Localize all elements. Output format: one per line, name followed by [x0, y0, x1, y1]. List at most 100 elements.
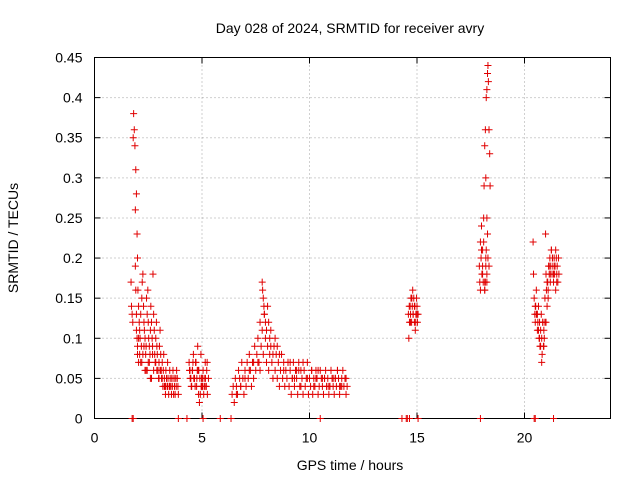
data-point	[150, 310, 158, 318]
data-point	[483, 214, 491, 222]
plot-frame	[94, 57, 611, 419]
data-point	[140, 326, 148, 334]
data-point	[405, 334, 413, 342]
data-point	[480, 238, 488, 246]
data-point	[531, 302, 539, 310]
y-tick-label: 0.05	[55, 370, 82, 386]
data-point	[333, 366, 341, 374]
data-point	[144, 358, 152, 366]
data-point	[155, 342, 163, 350]
data-point	[316, 415, 324, 422]
data-point	[542, 230, 550, 238]
data-point	[413, 310, 421, 318]
data-point	[241, 374, 249, 382]
data-point	[197, 382, 205, 390]
data-point	[232, 390, 240, 398]
data-point	[174, 415, 182, 422]
data-point	[287, 390, 295, 398]
data-point	[132, 286, 140, 294]
data-point	[536, 334, 544, 342]
data-point	[314, 366, 322, 374]
data-point	[147, 302, 155, 310]
y-tick-label: 0.1	[63, 330, 83, 346]
chart-title: Day 028 of 2024, SRMTID for receiver avr…	[216, 20, 484, 36]
data-point	[483, 86, 491, 94]
data-point	[321, 374, 329, 382]
data-point	[338, 382, 346, 390]
data-point	[273, 342, 281, 350]
x-tick-label: 0	[91, 430, 99, 446]
data-point	[325, 382, 333, 390]
data-point	[245, 366, 253, 374]
data-point	[203, 366, 211, 374]
data-point	[154, 366, 162, 374]
data-point	[160, 350, 168, 358]
data-point	[174, 382, 182, 390]
data-point	[265, 318, 273, 326]
data-point	[550, 415, 558, 422]
data-point	[532, 286, 540, 294]
data-point	[414, 415, 422, 422]
data-point	[237, 382, 245, 390]
data-point	[256, 366, 264, 374]
data-point	[194, 342, 202, 350]
data-point	[303, 374, 311, 382]
data-point	[183, 415, 191, 422]
data-point	[290, 374, 298, 382]
data-point	[539, 318, 547, 326]
data-point	[481, 278, 489, 286]
data-point	[173, 366, 181, 374]
data-point	[139, 350, 147, 358]
data-point	[267, 342, 275, 350]
data-point	[538, 350, 546, 358]
data-point	[156, 326, 164, 334]
data-point	[544, 286, 552, 294]
data-point	[134, 342, 141, 350]
x-tick-label: 15	[409, 430, 425, 446]
data-point	[486, 182, 494, 190]
data-point	[484, 230, 492, 238]
data-point	[308, 366, 316, 374]
data-point	[245, 350, 253, 358]
data-point	[259, 286, 267, 294]
data-point	[529, 238, 537, 246]
x-tick-label: 10	[302, 430, 318, 446]
data-point	[547, 246, 555, 254]
data-point	[152, 318, 160, 326]
data-point	[410, 302, 418, 310]
y-tick-label: 0	[75, 411, 83, 427]
data-point	[250, 374, 258, 382]
x-axis-ticks: 0 5 10 15 20	[91, 57, 533, 446]
data-point	[191, 382, 199, 390]
data-point	[411, 326, 419, 334]
data-point	[258, 278, 266, 286]
data-point	[481, 286, 489, 294]
data-point	[295, 366, 303, 374]
data-point	[554, 254, 562, 262]
y-tick-label: 0.15	[55, 290, 82, 306]
y-axis-label: SRMTID / TECUs	[5, 183, 21, 293]
data-point	[479, 270, 487, 278]
data-point	[532, 310, 540, 318]
data-point	[152, 358, 160, 366]
data-point	[327, 366, 335, 374]
data-point	[412, 318, 420, 326]
y-axis-ticks: 0 0.05 0.1 0.15 0.2 0.25 0.3 0.35 0.4 0.45	[55, 50, 611, 427]
data-point	[251, 342, 259, 350]
data-point	[545, 262, 553, 270]
data-point	[486, 150, 494, 158]
data-point	[254, 334, 262, 342]
data-point	[195, 390, 203, 398]
data-point	[269, 350, 277, 358]
data-point	[260, 310, 268, 318]
data-point	[297, 382, 305, 390]
x-tick-label: 20	[517, 430, 533, 446]
data-point	[135, 334, 143, 342]
data-point	[336, 390, 344, 398]
data-point	[409, 286, 417, 294]
y-tick-label: 0.45	[55, 50, 82, 66]
data-point	[253, 350, 261, 358]
data-point	[193, 374, 201, 382]
data-point	[485, 126, 493, 134]
data-point	[144, 286, 152, 294]
